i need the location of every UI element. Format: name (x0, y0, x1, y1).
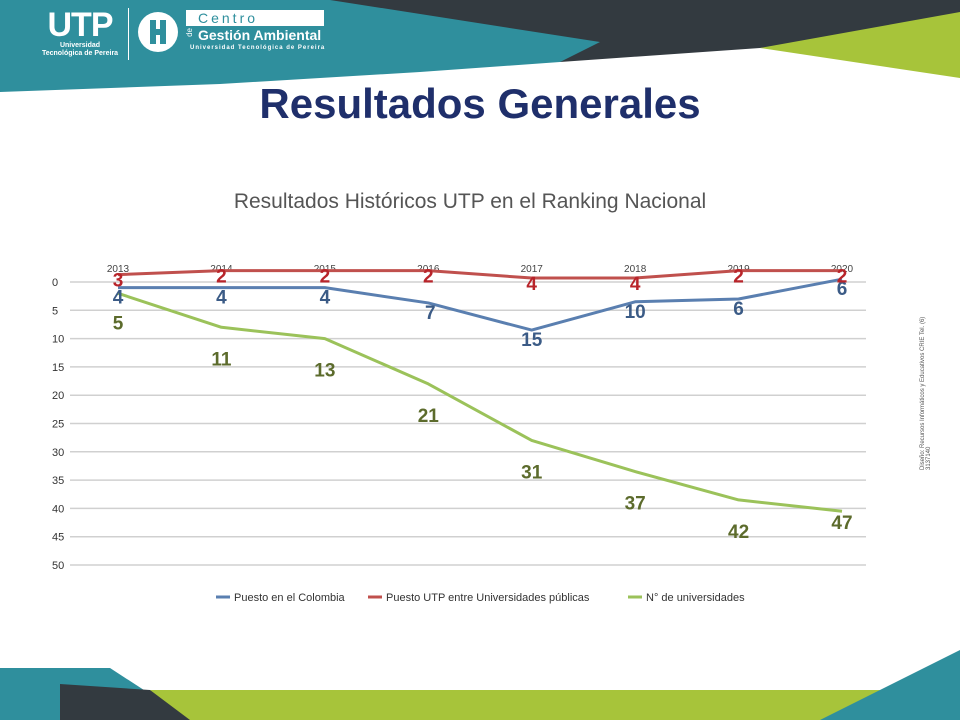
gestion-ambiental-icon (138, 12, 178, 52)
data-label: 10 (625, 302, 646, 323)
legend-label: Puesto UTP entre Universidades públicas (386, 592, 590, 604)
data-label: 21 (418, 406, 440, 427)
data-label: 6 (733, 299, 744, 320)
y-tick-label: 40 (52, 503, 64, 515)
utp-logo: UTP Universidad Tecnológica de Pereira (40, 8, 120, 58)
data-label: 37 (625, 494, 646, 515)
x-tick-label: 2013 (107, 264, 130, 275)
y-tick-label: 0 (52, 277, 58, 289)
bottom-lime-band (150, 690, 880, 720)
series-line-3 (117, 291, 843, 513)
data-label: 6 (837, 279, 848, 300)
chart-title: Resultados Históricos UTP en el Ranking … (234, 190, 706, 213)
x-tick-label: 2020 (831, 264, 854, 275)
data-label: 2 (733, 267, 744, 288)
data-label: 4 (320, 288, 331, 309)
cga-label-main: Gestión Ambiental (198, 27, 322, 43)
data-label: 11 (211, 349, 232, 370)
legend-label: Puesto en el Colombia (234, 592, 346, 604)
y-tick-label: 50 (52, 560, 64, 572)
legend-label: N° de universidades (646, 592, 745, 604)
y-tick-label: 30 (52, 447, 64, 459)
data-label: 4 (526, 274, 537, 295)
data-label: 42 (728, 522, 749, 543)
data-label: 2 (320, 267, 331, 288)
data-label: 7 (425, 303, 436, 324)
top-dark-band (280, 0, 960, 62)
bottom-right-teal (820, 650, 960, 720)
data-label: 15 (521, 330, 543, 351)
data-label: 2 (216, 267, 227, 288)
data-label: 13 (314, 361, 335, 382)
cga-label-top: Centro (186, 10, 324, 26)
logo-divider (128, 8, 129, 60)
bottom-dark-band (60, 684, 190, 720)
data-label: 2 (837, 267, 848, 288)
data-label: 2 (423, 267, 434, 288)
data-label: 3 (113, 271, 124, 292)
data-label: 5 (113, 313, 124, 334)
y-tick-label: 20 (52, 390, 64, 402)
data-label: 4 (216, 288, 227, 309)
data-label: 47 (831, 513, 852, 534)
utp-logo-mark: UTP (47, 6, 114, 44)
y-tick-label: 10 (52, 334, 64, 346)
series-line-2 (117, 269, 842, 280)
x-tick-label: 2018 (624, 264, 647, 275)
y-tick-label: 5 (52, 305, 58, 317)
top-lime-wedge (760, 12, 960, 78)
data-label: 4 (630, 274, 641, 295)
page-title: Resultados Generales (259, 80, 701, 127)
data-label: 31 (521, 462, 543, 483)
y-tick-label: 35 (52, 475, 64, 487)
data-label: 4 (113, 288, 124, 309)
x-tick-label: 2017 (521, 264, 544, 275)
cga-label-sub: Universidad Tecnológica de Pereira (190, 45, 326, 51)
utp-logo-subtitle: Universidad Tecnológica de Pereira (41, 42, 119, 57)
y-tick-label: 45 (52, 532, 64, 544)
y-tick-label: 25 (52, 419, 64, 431)
series-line-1 (118, 277, 843, 332)
design-credit: Diseño: Recursos Informáticos y Educativ… (920, 316, 932, 470)
y-tick-label: 15 (52, 362, 64, 374)
